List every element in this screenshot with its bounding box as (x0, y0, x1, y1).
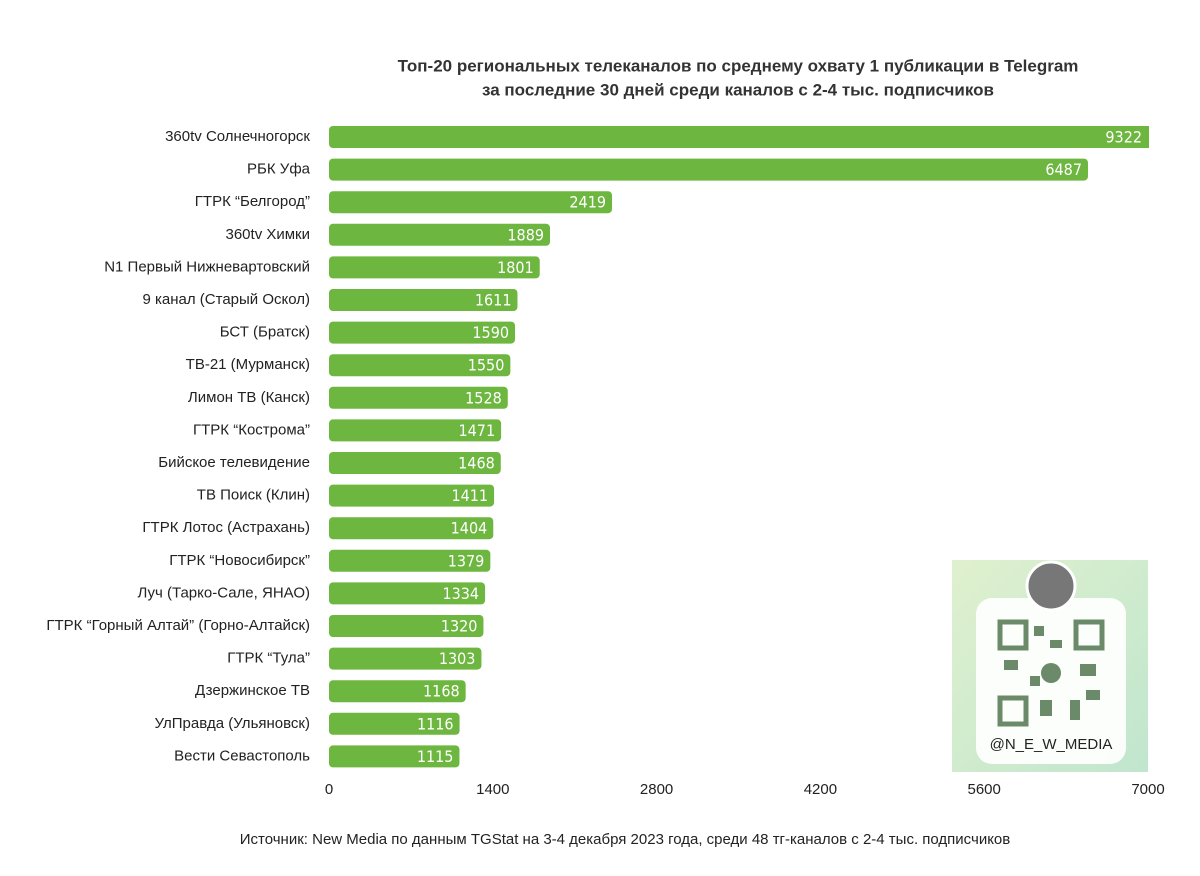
y-tick-label: Лимон ТВ (Канск) (188, 389, 310, 406)
bars (329, 126, 1149, 768)
x-tick-label: 2800 (640, 781, 673, 798)
value-label: 1550 (468, 356, 505, 375)
bar (329, 615, 484, 637)
bar (329, 452, 501, 474)
y-tick-label: БСТ (Братск) (220, 324, 310, 341)
y-tick-label: ГТРК “Горный Алтай” (Горно-Алтайск) (46, 617, 310, 634)
watermark-label: @N_E_W_MEDIA (990, 736, 1113, 753)
y-tick-label: Бийское телевидение (158, 454, 310, 471)
x-tick-label: 4200 (804, 781, 837, 798)
y-tick-label: ГТРК “Тула” (227, 650, 310, 667)
bar (329, 256, 540, 279)
value-label: 1611 (475, 291, 512, 310)
y-tick-label: N1 Первый Нижневартовский (104, 258, 310, 275)
bar (329, 321, 516, 344)
bar (329, 647, 482, 670)
bar (329, 289, 518, 311)
y-tick-label: Луч (Тарко-Сале, ЯНАО) (137, 584, 310, 601)
y-tick-label: ТВ Поиск (Клин) (197, 487, 310, 504)
bar (329, 582, 486, 605)
source-note: Источник: New Media по данным TGStat на … (240, 831, 1011, 848)
value-label: 1889 (507, 225, 544, 244)
y-tick-label: ГТРК Лотос (Астрахань) (142, 519, 310, 536)
value-label: 6487 (1045, 160, 1082, 179)
y-tick-label: Вести Севастополь (174, 747, 310, 764)
bar (329, 745, 460, 768)
y-tick-label: Дзержинское ТВ (195, 682, 310, 699)
bar (329, 680, 466, 703)
value-label: 1115 (417, 747, 454, 766)
y-tick-label: 360tv Химки (226, 226, 311, 243)
value-label: 9322 (1105, 128, 1142, 147)
value-label: 1320 (441, 617, 478, 636)
value-label: 1404 (451, 519, 488, 538)
y-tick-label: 9 канал (Старый Оскол) (143, 291, 311, 308)
y-tick-label: 360tv Солнечногорск (165, 128, 310, 145)
y-tick-label: ТВ-21 (Мурманск) (186, 356, 310, 373)
value-label: 1411 (451, 486, 488, 505)
value-label: 1471 (458, 421, 495, 440)
y-tick-label: ГТРК “Кострома” (193, 421, 310, 438)
bar (329, 549, 491, 572)
bar (329, 223, 551, 246)
y-tick-label: ГТРК “Новосибирск” (169, 552, 310, 569)
value-label: 1468 (458, 454, 495, 473)
bar (329, 712, 460, 735)
y-tick-label: УлПравда (Ульяновск) (154, 715, 310, 732)
x-tick-label: 5600 (968, 781, 1001, 798)
value-label: 1116 (417, 714, 454, 733)
value-label: 1379 (448, 551, 485, 570)
bar (329, 158, 1088, 181)
value-label: 2419 (569, 193, 606, 212)
value-label: 1590 (472, 323, 509, 342)
bar (329, 386, 508, 409)
bar (329, 354, 511, 377)
watermark: @N_E_W_MEDIA (952, 560, 1148, 772)
x-tick-label: 0 (325, 781, 333, 798)
value-label: 1168 (423, 682, 460, 701)
x-tick-label: 7000 (1131, 781, 1164, 798)
bar (329, 191, 613, 214)
value-label: 1528 (465, 388, 502, 407)
y-tick-label: ГТРК “Белгород” (195, 193, 310, 210)
bar (329, 126, 1149, 148)
x-tick-label: 1400 (476, 781, 509, 798)
value-label: 1801 (497, 258, 534, 277)
bar (329, 419, 502, 442)
bar (329, 517, 494, 540)
value-label: 1334 (442, 584, 479, 603)
chart-title: Топ-20 региональных телеканалов по средн… (398, 56, 1079, 75)
chart-subtitle: за последние 30 дней среди каналов с 2-4… (482, 80, 994, 99)
value-label: 1303 (439, 649, 476, 668)
bar (329, 484, 495, 507)
y-tick-label: РБК Уфа (247, 161, 311, 178)
